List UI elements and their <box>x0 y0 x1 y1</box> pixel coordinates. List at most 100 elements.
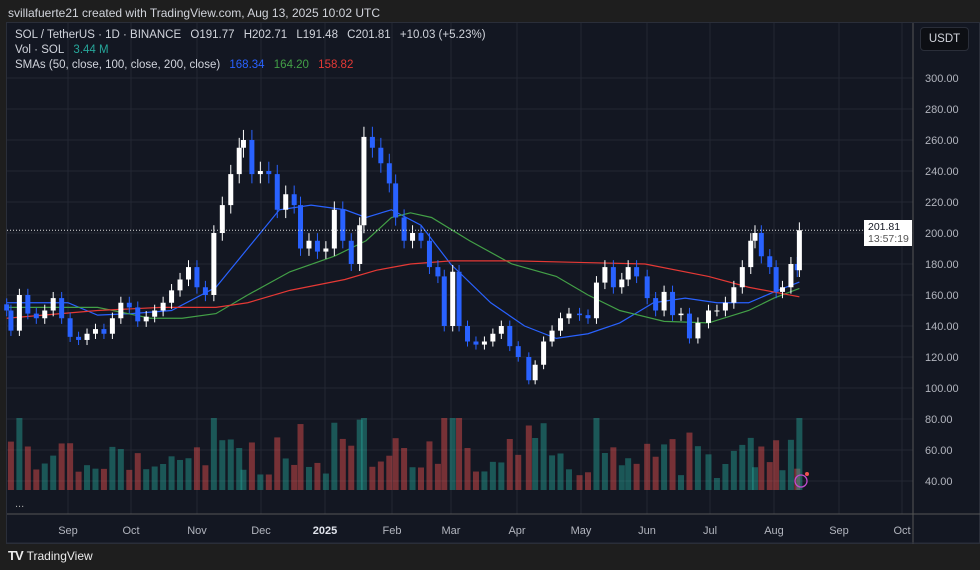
candle-body <box>686 313 692 339</box>
volume-bar <box>739 444 746 490</box>
volume-bar <box>464 448 471 490</box>
symbol-name[interactable]: SOL / TetherUS · 1D · BINANCE <box>15 29 182 41</box>
currency-button[interactable]: USDT <box>920 27 969 51</box>
candle-body <box>25 295 31 314</box>
candle-body <box>788 264 794 288</box>
candle-body <box>450 271 456 326</box>
candle-body <box>752 233 758 241</box>
volume-bar <box>747 437 754 490</box>
volume-bar <box>730 450 737 490</box>
candle-body <box>33 313 39 319</box>
alert-dot-icon <box>805 472 809 476</box>
volume-bar <box>305 466 312 490</box>
candle-body <box>619 279 625 288</box>
volume-bar <box>472 471 479 490</box>
x-tick-label: Apr <box>508 525 525 537</box>
candle-body <box>152 310 158 317</box>
volume-bar <box>84 465 91 490</box>
y-tick-label: 220.00 <box>925 197 959 209</box>
volume-bar <box>796 418 803 490</box>
volume-bar <box>779 470 786 490</box>
volume-bar <box>644 443 651 490</box>
volume-bar <box>297 424 304 490</box>
volume-bar <box>360 418 367 490</box>
volume-bar <box>356 419 363 490</box>
volume-bar <box>339 438 346 490</box>
x-tick-label: Nov <box>187 525 207 537</box>
volume-bar <box>291 464 298 490</box>
ohlc-low: L191.48 <box>296 29 338 41</box>
volume-bar <box>584 472 591 490</box>
candle-body <box>426 240 432 268</box>
candle-body <box>240 140 246 148</box>
volume-bar <box>314 462 321 490</box>
volume-bar <box>67 443 74 490</box>
volume-bar <box>722 464 729 490</box>
volume-bar <box>601 453 608 490</box>
candle-body <box>202 287 208 295</box>
x-tick-label: Sep <box>829 525 849 537</box>
candle-body <box>758 233 764 257</box>
volume-bar <box>557 453 564 490</box>
volume-bar <box>377 461 384 490</box>
volume-bar <box>532 438 539 490</box>
candle-body <box>465 326 471 342</box>
y-tick-label: 60.00 <box>925 445 953 457</box>
y-tick-label: 280.00 <box>925 104 959 116</box>
x-tick-label: Aug <box>764 525 784 537</box>
candle-body <box>228 174 234 206</box>
sma-label[interactable]: SMAs (50, close, 100, close, 200, close) <box>15 59 221 71</box>
volume-bar <box>481 471 488 490</box>
volume-bar <box>177 459 184 490</box>
candle-body <box>361 136 367 226</box>
volume-bar <box>240 469 247 490</box>
volume-label[interactable]: Vol · SOL <box>15 44 65 56</box>
x-tick-label: May <box>571 525 592 537</box>
volume-bar <box>449 418 456 490</box>
ohlc-change: +10.03 (+5.23%) <box>399 29 486 41</box>
candle-body <box>739 267 745 288</box>
volume-bar <box>143 469 150 490</box>
ohlc-open: O191.77 <box>190 29 235 41</box>
candle-body <box>126 302 132 308</box>
x-tick-label: Oct <box>122 525 139 537</box>
candle-body <box>42 310 48 319</box>
candle-body <box>490 333 496 342</box>
candle-body <box>653 298 659 311</box>
last-price: 201.81 <box>868 221 901 233</box>
volume-bar <box>525 425 532 490</box>
more-button[interactable]: ... <box>15 498 25 510</box>
volume-bar <box>151 466 158 490</box>
candle-body <box>695 322 701 339</box>
candle-body <box>566 313 572 319</box>
candle-body <box>8 310 14 331</box>
volume-bar <box>694 446 701 490</box>
volume-bar <box>210 418 217 490</box>
candle-body <box>84 333 90 340</box>
candle-body <box>541 341 547 365</box>
volume-bar <box>773 440 780 490</box>
candle-body <box>498 326 504 334</box>
candle-body <box>340 209 346 241</box>
ohlc-high: H202.71 <box>243 29 288 41</box>
volume-bar <box>92 468 99 490</box>
candle-body <box>266 171 272 175</box>
volume-bar <box>540 423 547 490</box>
candle-body <box>378 147 384 164</box>
x-tick-label: Jun <box>638 525 656 537</box>
volume-bar <box>24 446 31 490</box>
candle-body <box>4 304 10 311</box>
candle-body <box>211 233 217 295</box>
y-tick-label: 300.00 <box>925 73 959 85</box>
x-tick-label: Oct <box>893 525 910 537</box>
x-tick-label: Sep <box>58 525 78 537</box>
candle-body <box>59 298 65 319</box>
symbol-legend: SOL / TetherUS · 1D · BINANCE O191.77 H2… <box>15 29 492 42</box>
x-tick-label: Mar <box>442 525 461 537</box>
volume-bar <box>16 418 23 490</box>
candle-body <box>194 267 200 288</box>
volume-bar <box>766 462 773 490</box>
candle-body <box>558 318 564 331</box>
candle-body <box>160 302 166 311</box>
